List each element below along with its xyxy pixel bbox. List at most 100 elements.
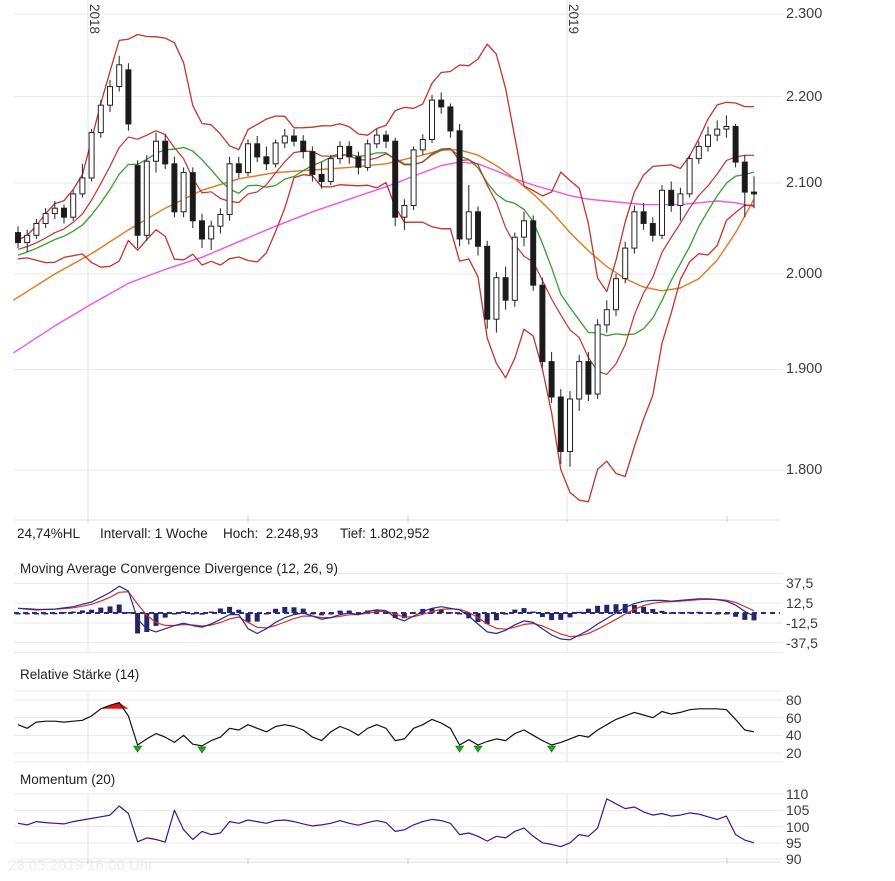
macd-histogram-bar [70,611,76,613]
candle-up [429,99,435,140]
macd-histogram-bar [503,613,509,615]
candle-down [309,151,316,175]
candle-down [125,69,132,125]
candle-up [116,64,123,88]
candle-down [162,140,169,165]
macd-histogram-bar [89,609,95,613]
macd-histogram-bar [401,613,407,619]
band-upper-line [17,33,754,293]
candle-down [484,245,491,320]
candle-up [226,163,233,216]
rsi-tick-label: 40 [786,727,802,744]
rsi-oversold-marker-icon [455,745,465,753]
macd-histogram-bar [199,613,205,615]
macd-histogram-bar [659,610,665,613]
candle-up [51,207,58,215]
candle-up [576,361,583,400]
candle-up [33,223,40,236]
macd-histogram-bar [512,609,518,613]
candle-down [199,220,205,240]
candle-up [401,205,408,218]
candle-down [649,223,656,236]
rsi-panel-title: Relative Stärke (14) [20,667,140,682]
candle-up [622,247,629,280]
macd-tick-label: 37,5 [786,575,814,592]
candle-down [548,361,555,398]
price-tick-label: 2.300 [786,6,823,22]
rsi-tick-label: 80 [786,692,802,708]
candle-down [502,277,509,301]
rsi-oversold-marker-icon [133,745,143,753]
candle-down [318,173,325,182]
candle-up [337,145,343,160]
candle-up [364,143,371,168]
candle-down [392,140,399,218]
macd-histogram-bar [254,613,260,622]
macd-histogram-bar [429,608,435,613]
candle-up [281,135,288,144]
candle-down [732,126,739,163]
candle-down [171,163,178,213]
candle-down [456,130,463,240]
candle-down [15,232,21,244]
rsi-oversold-marker-icon [547,745,557,753]
macd-histogram-bar [107,606,113,613]
macd-histogram-bar [144,613,150,632]
macd-histogram-bar [125,612,131,614]
candle-up [695,145,702,160]
macd-histogram-bar [319,613,325,616]
candle-down [235,163,242,174]
macd-tick-label: -37,5 [786,634,818,651]
candle-down [438,99,445,108]
rsi-line [17,701,755,747]
macd-histogram-bar [558,613,564,620]
candle-up [613,278,619,311]
macd-histogram-bar [227,606,233,613]
candle-up [723,126,730,130]
price-tick-label: 1.800 [786,462,823,478]
candle-up [88,132,95,179]
candle-up [97,104,104,134]
candle-down [539,284,546,363]
candle-down [585,361,592,395]
macd-histogram-bar [162,613,168,618]
stat-interval: Intervall: 1 Woche [100,526,208,541]
band-lower-line [17,174,754,503]
macd-histogram-bar [438,609,444,613]
candle-up [567,398,573,452]
candle-up [24,234,31,244]
candles [15,55,757,467]
ma-green-line [17,146,755,337]
candle-down [640,211,647,225]
macd-histogram-bar [337,610,343,613]
macd-tick-label: 12,5 [786,595,814,612]
candle-down [475,211,481,247]
candle-down [346,145,353,158]
macd-histogram-bar [300,608,306,613]
macd-histogram-bar [641,606,647,613]
macd-histogram-bar [282,607,288,613]
candle-up [217,214,224,227]
stat-low: Tief: 1.802,952 [340,526,430,541]
macd-histogram-bar [613,604,619,613]
candle-down [741,161,748,193]
macd-histogram-bar [493,613,499,621]
momentum-tick-label: 105 [786,802,810,819]
candle-up [180,172,187,213]
price-tick-label: 2.100 [786,175,823,192]
candle-up [714,128,721,136]
macd-panel-title: Moving Average Convergence Divergence (1… [20,561,338,576]
macd-histogram-bar [273,608,279,613]
momentum-line [17,798,755,848]
candle-up [659,189,665,236]
macd-histogram-bar [392,613,398,618]
macd-histogram-bar [595,605,601,613]
rsi-oversold-marker-icon [197,746,207,754]
candle-up [594,324,601,395]
macd-histogram-bar [181,611,187,613]
macd-histogram-bar [549,613,555,621]
macd-histogram-bar [484,613,490,624]
x-axis-year-2019: 2019 [566,4,581,35]
ma-magenta-line [13,161,755,354]
